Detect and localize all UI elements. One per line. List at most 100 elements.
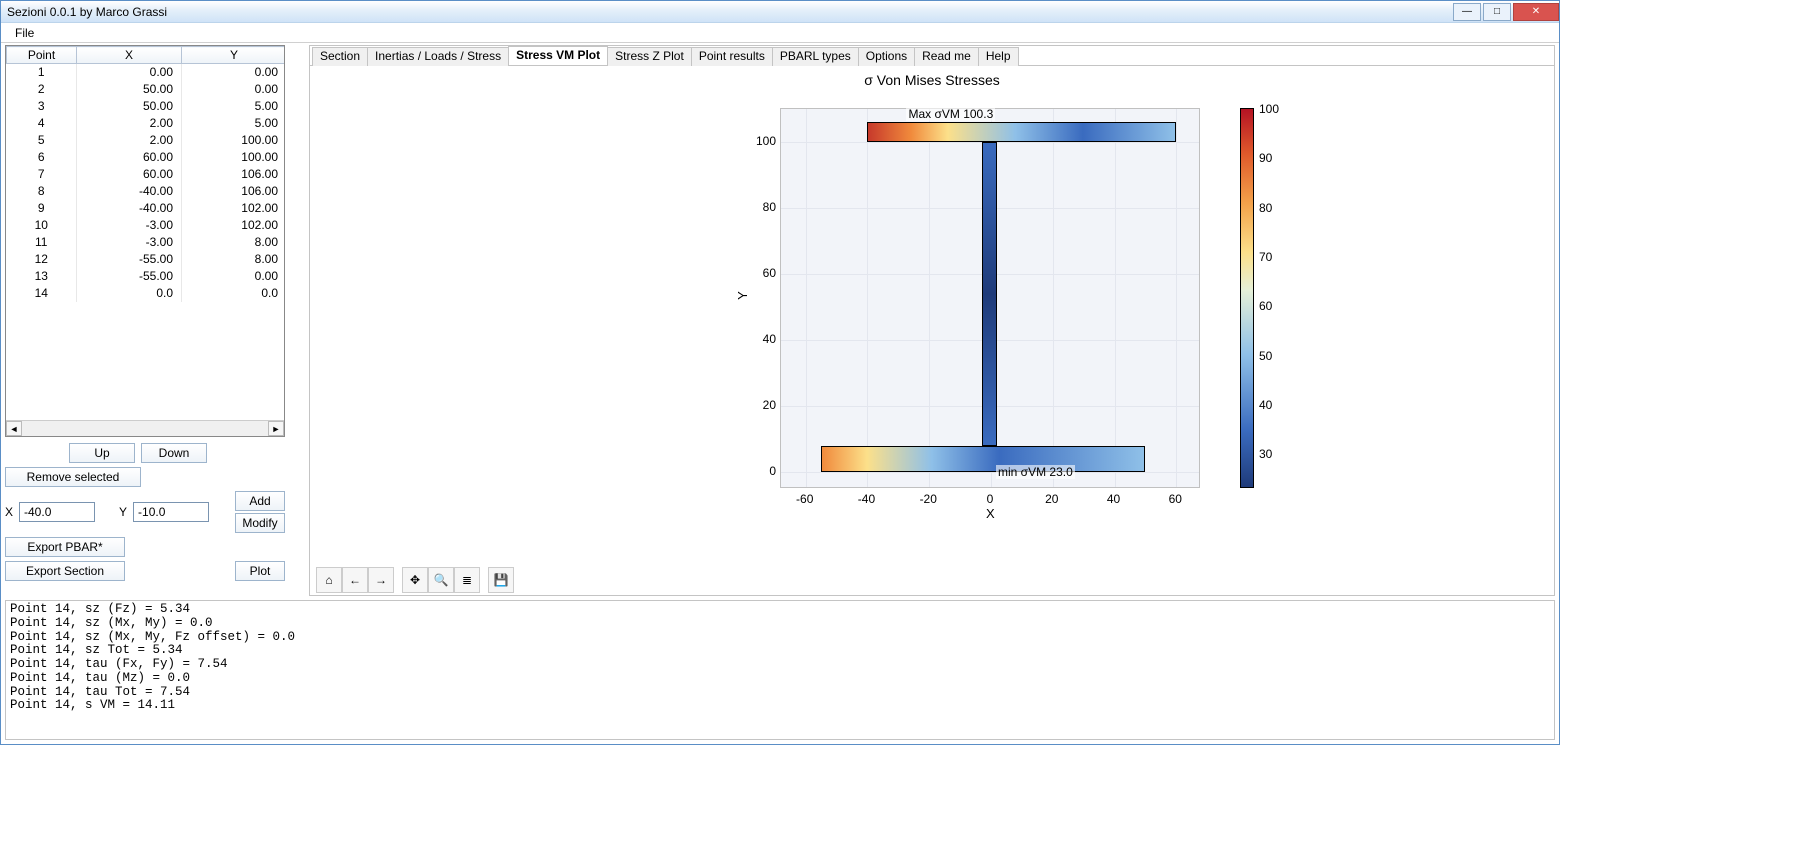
tab-options[interactable]: Options [858,47,915,66]
mpl-back-button[interactable]: ← [342,567,368,593]
up-button[interactable]: Up [69,443,135,463]
mpl-pan-button[interactable]: ✥ [402,567,428,593]
y-label: Y [119,505,127,519]
export-section-button[interactable]: Export Section [5,561,125,581]
colorbar-tick: 70 [1259,250,1272,264]
cell-point: 13 [7,268,77,285]
point-table-header-point[interactable]: Point [7,47,77,64]
table-row[interactable]: 350.005.00 [7,98,286,115]
y-tick: 60 [748,266,776,280]
point-table-hscroll[interactable]: ◄ ► [6,420,284,436]
plot-button[interactable]: Plot [235,561,285,581]
controls: Up Down Remove selected X Y Add Modify [5,437,285,581]
cell-x: -3.00 [77,217,182,234]
titlebar: Sezioni 0.0.1 by Marco Grassi — □ ✕ [1,1,1559,23]
cell-y: 5.00 [182,115,286,132]
hscroll-right-arrow[interactable]: ► [268,421,284,436]
chart-axes[interactable] [780,108,1200,488]
cell-x: 0.00 [77,64,182,81]
cell-y: 100.00 [182,149,286,166]
log-output[interactable]: Point 14, sz (Fz) = 5.34 Point 14, sz (M… [5,600,1555,740]
annotation-min-stress: min σVM 23.0 [996,465,1075,479]
cell-point: 2 [7,81,77,98]
table-row[interactable]: 660.00100.00 [7,149,286,166]
window-minimize-button[interactable]: — [1453,3,1481,21]
table-row[interactable]: 11-3.008.00 [7,234,286,251]
table-row[interactable]: 13-55.000.00 [7,268,286,285]
cell-x: -40.00 [77,200,182,217]
remove-selected-button[interactable]: Remove selected [5,467,141,487]
cell-x: -3.00 [77,234,182,251]
tab-help[interactable]: Help [978,47,1019,66]
tab-section[interactable]: Section [312,47,368,66]
section-web [982,142,997,446]
cell-y: 100.00 [182,132,286,149]
y-axis-label: Y [735,291,750,300]
menu-file[interactable]: File [7,24,42,42]
y-input[interactable] [133,502,209,522]
window-title: Sezioni 0.0.1 by Marco Grassi [7,5,167,19]
hscroll-track[interactable] [22,421,268,436]
cell-point: 9 [7,200,77,217]
window-close-button[interactable]: ✕ [1513,3,1559,21]
cell-x: -55.00 [77,251,182,268]
y-tick: 100 [748,134,776,148]
mpl-subplots-button[interactable]: ≣ [454,567,480,593]
hscroll-left-arrow[interactable]: ◄ [6,421,22,436]
cell-x: 60.00 [77,166,182,183]
tab-stress-vm-plot[interactable]: Stress VM Plot [508,46,608,65]
y-tick: 0 [748,464,776,478]
cell-point: 6 [7,149,77,166]
section-top-flange [867,122,1176,142]
colorbar-tick: 80 [1259,201,1272,215]
cell-y: 102.00 [182,200,286,217]
matplotlib-toolbar: ⌂ ← → ✥ 🔍 ≣ 💾 [316,567,514,593]
table-row[interactable]: 760.00106.00 [7,166,286,183]
table-row[interactable]: 12-55.008.00 [7,251,286,268]
cell-x: 0.0 [77,285,182,302]
tab-read-me[interactable]: Read me [914,47,979,66]
mpl-home-button[interactable]: ⌂ [316,567,342,593]
table-row[interactable]: 9-40.00102.00 [7,200,286,217]
mpl-forward-button[interactable]: → [368,567,394,593]
table-row[interactable]: 42.005.00 [7,115,286,132]
x-tick: 0 [980,492,1000,506]
y-tick: 20 [748,398,776,412]
tab-inertias-loads-stress[interactable]: Inertias / Loads / Stress [367,47,509,66]
y-tick: 80 [748,200,776,214]
point-table-header-y[interactable]: Y [182,47,286,64]
y-tick: 40 [748,332,776,346]
tab-stress-z-plot[interactable]: Stress Z Plot [607,47,692,66]
point-table-container: Point X Y 10.000.00250.000.00350.005.004… [5,45,285,437]
x-tick: 60 [1165,492,1185,506]
point-table[interactable]: Point X Y 10.000.00250.000.00350.005.004… [6,46,285,302]
table-row[interactable]: 10.000.00 [7,64,286,81]
cell-point: 11 [7,234,77,251]
point-table-header-x[interactable]: X [77,47,182,64]
cell-point: 4 [7,115,77,132]
cell-point: 12 [7,251,77,268]
x-tick: 20 [1042,492,1062,506]
table-row[interactable]: 10-3.00102.00 [7,217,286,234]
x-input[interactable] [19,502,95,522]
x-tick: -60 [795,492,815,506]
table-row[interactable]: 140.00.0 [7,285,286,302]
colorbar-tick: 30 [1259,447,1272,461]
cell-point: 7 [7,166,77,183]
tab-point-results[interactable]: Point results [691,47,773,66]
cell-point: 10 [7,217,77,234]
table-row[interactable]: 8-40.00106.00 [7,183,286,200]
table-row[interactable]: 250.000.00 [7,81,286,98]
modify-button[interactable]: Modify [235,513,285,533]
export-pbar-button[interactable]: Export PBAR* [5,537,125,557]
table-row[interactable]: 52.00100.00 [7,132,286,149]
window-maximize-button[interactable]: □ [1483,3,1511,21]
add-button[interactable]: Add [235,491,285,511]
colorbar-tick: 60 [1259,299,1272,313]
tab-pbarl-types[interactable]: PBARL types [772,47,859,66]
mpl-save-button[interactable]: 💾 [488,567,514,593]
cell-point: 3 [7,98,77,115]
mpl-zoom-button[interactable]: 🔍 [428,567,454,593]
menubar: File [1,23,1559,43]
down-button[interactable]: Down [141,443,207,463]
